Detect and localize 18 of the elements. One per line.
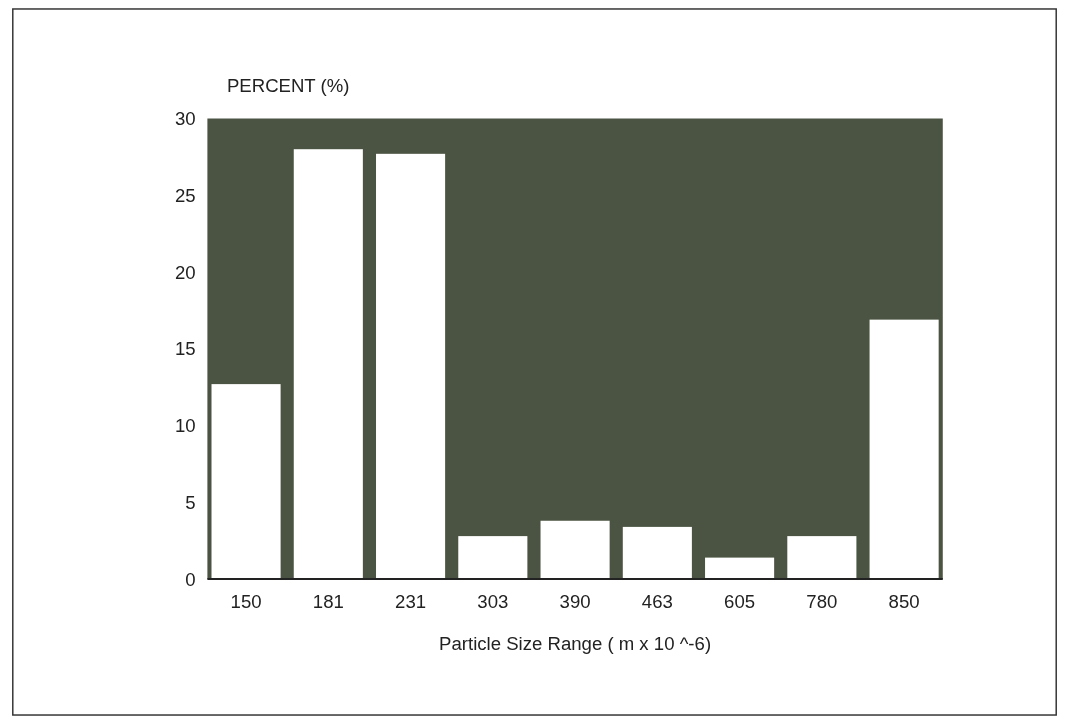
y-tick-label: 0	[185, 568, 196, 590]
y-tick-label: 10	[174, 415, 196, 437]
x-tick-label: 463	[641, 591, 673, 613]
y-tick-label: 15	[174, 338, 196, 360]
x-tick-label: 850	[888, 591, 920, 613]
y-axis-title: PERCENT (%)	[226, 75, 350, 97]
x-tick-label: 303	[477, 591, 509, 613]
x-tick-label: 390	[559, 591, 591, 613]
y-tick-label: 5	[185, 491, 196, 513]
x-tick-label: 231	[395, 591, 427, 613]
y-tick-label: 30	[174, 108, 196, 130]
y-tick-label: 20	[174, 261, 196, 283]
x-tick-label: 181	[312, 591, 344, 613]
x-axis-title: Particle Size Range ( m x 10 ^-6)	[439, 632, 712, 654]
y-tick-label: 25	[174, 184, 196, 206]
x-tick-label: 150	[230, 591, 262, 613]
x-tick-label: 605	[724, 591, 756, 613]
x-tick-label: 780	[806, 591, 838, 613]
